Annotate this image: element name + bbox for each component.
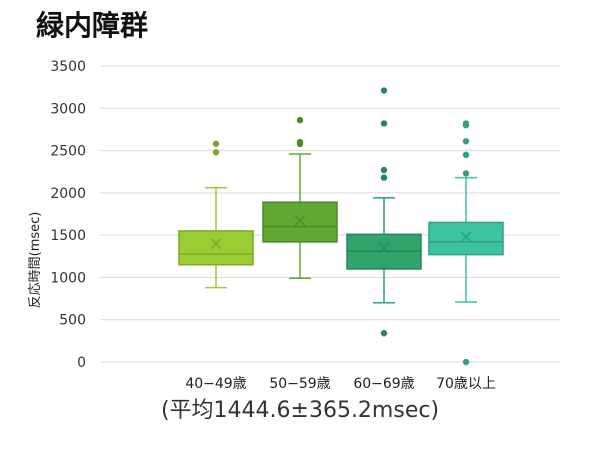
y-tick-label: 500 [59, 313, 86, 329]
mean-marker [294, 215, 306, 227]
outlier-point [380, 174, 388, 181]
y-tick-label: 2000 [50, 186, 86, 202]
y-tick-label: 3000 [50, 101, 86, 117]
outlier-point [380, 166, 388, 174]
y-tick-label: 1000 [50, 270, 86, 286]
box-iqr [428, 221, 504, 256]
outlier-point [296, 116, 304, 124]
y-tick-label: 1500 [50, 228, 86, 244]
mean-marker [460, 231, 472, 243]
box-iqr [262, 201, 338, 243]
outlier-point [462, 170, 470, 177]
x-category-label: 60−69歳 [353, 376, 414, 392]
mean-summary-note: (平均1444.6±365.2msec) [160, 398, 440, 423]
outlier-point [462, 358, 470, 366]
outlier-point [212, 140, 220, 148]
y-tick-label: 3500 [50, 59, 86, 75]
x-category-label: 50−59歳 [269, 376, 330, 392]
x-category-label: 40−49歳 [185, 376, 246, 392]
y-tick-label: 0 [77, 355, 86, 371]
outlier-point [462, 138, 470, 145]
outlier-point [462, 120, 470, 127]
outlier-point [462, 151, 470, 158]
chart-title: 緑内障群 [36, 9, 149, 42]
mean-marker [378, 242, 390, 254]
outlier-point [380, 87, 388, 94]
outlier-point [380, 120, 388, 127]
y-tick-label: 2500 [50, 144, 86, 160]
outlier-point [212, 149, 220, 156]
x-category-label: 70歳以上 [436, 376, 496, 392]
outlier-point [296, 138, 304, 146]
box-iqr [178, 230, 254, 266]
outlier-point [380, 330, 388, 337]
mean-marker [210, 238, 222, 250]
